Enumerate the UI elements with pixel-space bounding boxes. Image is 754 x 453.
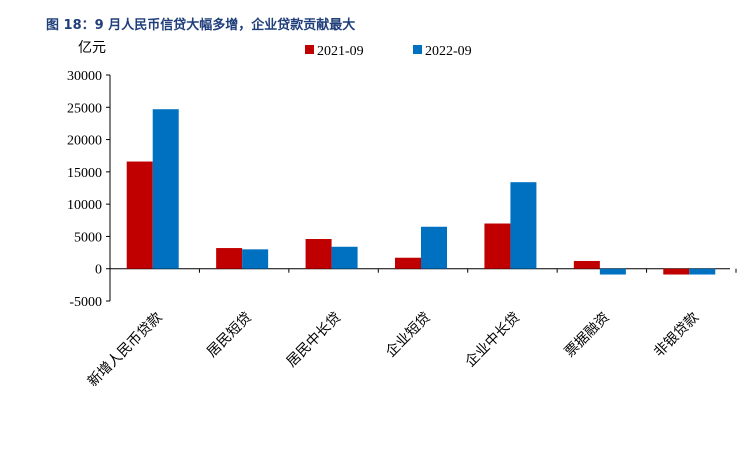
legend-swatch <box>413 45 422 54</box>
bar <box>663 268 690 275</box>
bar <box>573 260 600 269</box>
bar <box>484 223 511 269</box>
bar <box>242 249 269 269</box>
legend-label: 2021-09 <box>317 44 364 59</box>
bar <box>395 257 421 269</box>
y-tick-label: 10000 <box>67 198 102 213</box>
legend-label: 2022-09 <box>425 44 472 59</box>
y-tick-label: -5000 <box>69 295 102 310</box>
bar <box>510 182 537 269</box>
bar <box>689 268 716 275</box>
bar <box>305 239 332 269</box>
bar <box>126 161 153 269</box>
y-tick-label: 5000 <box>74 230 102 245</box>
y-tick-label: 20000 <box>67 134 102 149</box>
x-tick-label: 居民中长贷 <box>284 310 345 371</box>
bar <box>152 109 179 269</box>
x-tick-label: 居民短贷 <box>204 310 255 361</box>
bar <box>599 268 626 275</box>
y-tick-label: 0 <box>95 263 102 278</box>
legend-swatch <box>305 45 314 54</box>
x-tick-label: 新增人民币贷款 <box>85 310 166 391</box>
bar <box>216 248 243 269</box>
y-tick-label: 30000 <box>67 69 102 84</box>
y-tick-label: 25000 <box>67 101 102 116</box>
y-axis-label: 亿元 <box>78 40 106 56</box>
x-tick-label: 票据融资 <box>562 310 613 361</box>
x-tick-label: 非银贷款 <box>651 310 702 361</box>
bar <box>421 226 447 269</box>
bar <box>331 246 358 269</box>
y-tick-label: 15000 <box>67 166 102 181</box>
chart-title: 图 18：9 月人民币信贷大幅多增，企业贷款贡献最大 <box>46 17 355 33</box>
x-tick-label: 企业中长贷 <box>462 309 524 371</box>
x-tick-label: 企业短贷 <box>382 309 434 361</box>
